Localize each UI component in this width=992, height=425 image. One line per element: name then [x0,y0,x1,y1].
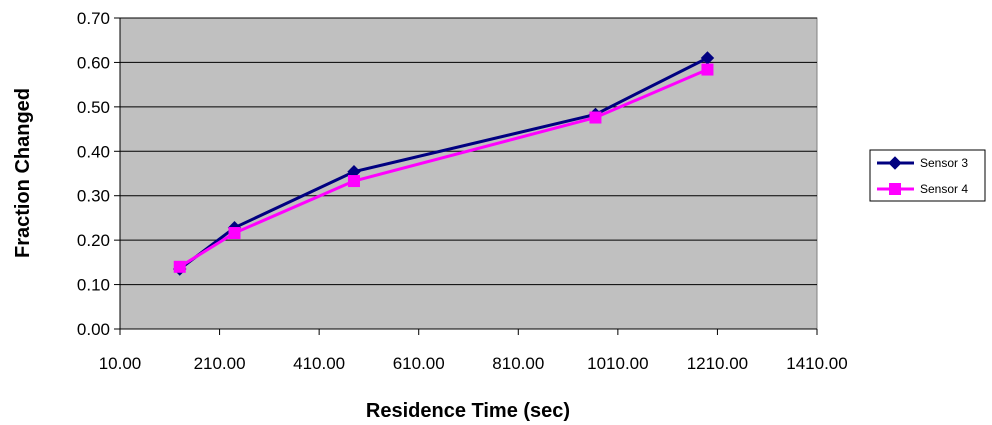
series-group [173,51,715,276]
x-tick-label: 410.00 [293,354,345,373]
data-point [701,63,714,76]
y-axis-title: Fraction Changed [12,88,34,258]
data-point [228,227,241,240]
data-point [173,260,186,273]
legend-item: Sensor 4 [877,182,968,196]
y-tick-label: 0.20 [77,231,110,250]
y-tick-label: 0.70 [77,9,110,28]
x-tick-label: 610.00 [393,354,445,373]
y-tick-label: 0.00 [77,320,110,339]
data-point [347,175,360,188]
y-tick-label: 0.40 [77,142,110,161]
x-axis-title: Residence Time (sec) [366,400,570,422]
x-tick-label: 810.00 [492,354,544,373]
legend-item: Sensor 3 [877,156,968,170]
data-point [589,111,602,124]
x-tick-label: 1010.00 [587,354,648,373]
legend-marker [888,156,902,170]
y-tick-label: 0.30 [77,187,110,206]
y-tick-label: 0.60 [77,53,110,72]
x-tick-label: 1210.00 [687,354,748,373]
plot-area [119,17,818,330]
y-tick-label: 0.10 [77,276,110,295]
tick-labels: 0.00 0.10 0.20 0.30 0.40 0.50 0.60 0.70 10.00 210… [77,9,848,373]
legend-marker [889,183,901,195]
axes [114,17,818,335]
x-tick-label: 1410.00 [786,354,847,373]
legend-label: Sensor 3 [920,156,968,170]
series-2 [173,63,714,273]
legend-label: Sensor 4 [920,182,968,196]
y-tick-label: 0.50 [77,98,110,117]
legend: Sensor 3 Sensor 4 [869,149,986,202]
x-tick-label: 210.00 [194,354,246,373]
x-tick-label: 10.00 [99,354,142,373]
